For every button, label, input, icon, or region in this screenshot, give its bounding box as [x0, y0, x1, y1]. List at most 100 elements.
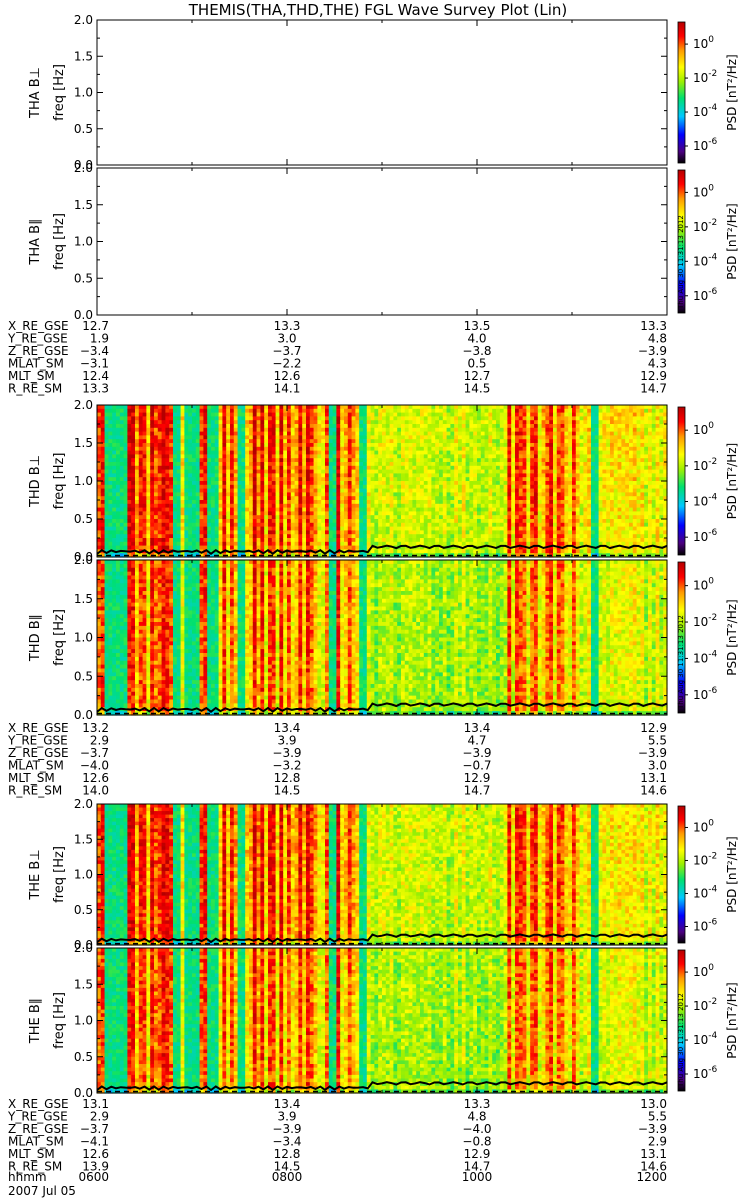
psd-cell	[157, 427, 163, 433]
psd-cell	[511, 477, 516, 482]
colorbar-tick-exponent: -6	[708, 287, 717, 297]
render-timestamp: Thu Aug 30 11:31:13 2012	[677, 215, 685, 310]
psd-cell	[256, 534, 261, 539]
psd-cell	[431, 454, 436, 459]
psd-cell	[370, 481, 375, 486]
psd-cell	[454, 412, 459, 417]
psd-cell	[374, 507, 379, 512]
psd-cell	[290, 408, 296, 414]
psd-cell	[116, 481, 121, 486]
psd-cell	[366, 507, 372, 512]
psd-cell	[241, 427, 246, 433]
psd-cell	[108, 431, 113, 436]
psd-cell	[420, 431, 425, 436]
psd-cell	[439, 473, 444, 478]
psd-cell	[549, 420, 554, 425]
psd-cell	[199, 443, 204, 448]
psd-cell	[154, 465, 159, 471]
psd-cell	[188, 522, 193, 528]
psd-cell	[290, 500, 296, 505]
psd-cell	[526, 473, 531, 478]
psd-cell	[264, 538, 269, 543]
psd-cell	[359, 431, 364, 436]
psd-cell	[161, 526, 166, 531]
psd-cell	[290, 488, 296, 493]
psd-cell	[154, 469, 159, 474]
psd-cell	[283, 507, 288, 512]
psd-cell	[492, 405, 497, 410]
psd-cell	[480, 496, 486, 501]
psd-cell	[173, 503, 178, 509]
psd-cell	[351, 503, 356, 509]
psd-cell	[142, 519, 147, 524]
psd-cell	[545, 492, 550, 497]
psd-cell	[313, 492, 318, 497]
psd-cell	[344, 484, 349, 490]
psd-cell	[199, 545, 204, 550]
psd-cell	[237, 534, 242, 539]
psd-cell	[382, 515, 387, 520]
psd-cell	[549, 446, 554, 452]
psd-cell	[313, 477, 318, 482]
psd-cell	[492, 522, 497, 528]
psd-cell	[268, 545, 273, 550]
psd-cell	[309, 416, 315, 421]
psd-cell	[142, 526, 147, 531]
psd-cell	[363, 492, 368, 497]
psd-cell	[245, 522, 250, 528]
psd-cell	[328, 458, 334, 463]
psd-cell	[397, 443, 402, 448]
psd-cell	[427, 530, 432, 535]
psd-cell	[309, 405, 315, 410]
psd-cell	[317, 530, 322, 535]
psd-cell	[553, 534, 558, 539]
psd-cell	[165, 553, 170, 558]
psd-cell	[241, 496, 246, 501]
psd-cell	[180, 450, 185, 455]
psd-cell	[127, 408, 132, 414]
psd-cell	[465, 511, 470, 516]
psd-cell	[328, 462, 334, 467]
psd-cell	[496, 412, 501, 417]
psd-cell	[131, 511, 136, 516]
psd-cell	[401, 435, 406, 440]
psd-cell	[108, 477, 113, 482]
psd-cell	[241, 526, 246, 531]
psd-cell	[157, 405, 163, 410]
psd-cell	[97, 500, 102, 505]
psd-cell	[123, 488, 128, 493]
psd-cell	[344, 454, 349, 459]
psd-cell	[484, 465, 489, 471]
psd-cell	[207, 420, 212, 425]
psd-cell	[347, 412, 353, 417]
psd-cell	[336, 458, 341, 463]
psd-cell	[499, 439, 505, 444]
psd-cell	[511, 420, 516, 425]
psd-cell	[370, 526, 375, 531]
psd-cell	[420, 507, 425, 512]
psd-cell	[116, 473, 121, 478]
psd-cell	[275, 405, 280, 410]
psd-cell	[317, 526, 322, 531]
psd-cell	[545, 511, 550, 516]
psd-cell	[511, 530, 516, 535]
psd-cell	[435, 469, 440, 474]
psd-cell	[138, 484, 144, 490]
psd-cell	[142, 488, 147, 493]
psd-cell	[173, 488, 178, 493]
psd-cell	[176, 496, 182, 501]
psd-cell	[146, 405, 151, 410]
psd-cell	[374, 431, 379, 436]
psd-cell	[150, 545, 155, 550]
psd-cell	[465, 549, 470, 554]
psd-cell	[218, 541, 223, 547]
psd-cell	[290, 427, 296, 433]
psd-cell	[328, 443, 334, 448]
psd-cell	[264, 427, 269, 433]
psd-cell	[214, 462, 220, 467]
psd-cell	[264, 481, 269, 486]
psd-cell	[218, 439, 223, 444]
psd-cell	[131, 492, 136, 497]
psd-cell	[347, 408, 353, 414]
psd-cell	[127, 477, 132, 482]
